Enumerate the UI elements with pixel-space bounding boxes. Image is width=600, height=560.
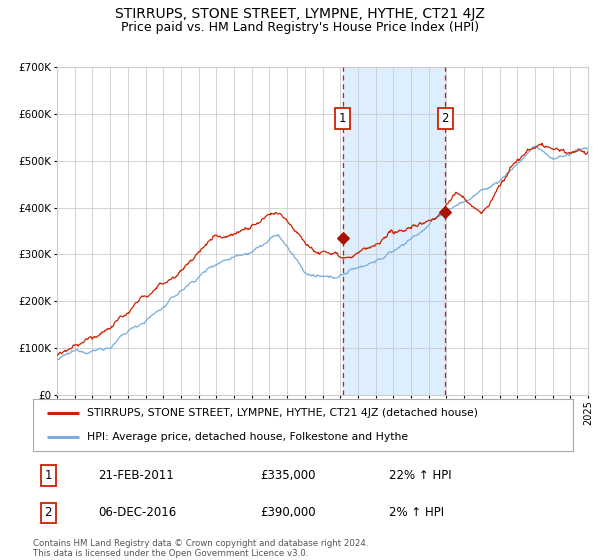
Text: 2% ↑ HPI: 2% ↑ HPI: [389, 506, 445, 520]
Text: 22% ↑ HPI: 22% ↑ HPI: [389, 469, 452, 482]
Text: STIRRUPS, STONE STREET, LYMPNE, HYTHE, CT21 4JZ (detached house): STIRRUPS, STONE STREET, LYMPNE, HYTHE, C…: [87, 408, 478, 418]
Text: £390,000: £390,000: [260, 506, 316, 520]
Text: HPI: Average price, detached house, Folkestone and Hythe: HPI: Average price, detached house, Folk…: [87, 432, 408, 442]
Point: [440, 208, 450, 217]
Text: 1: 1: [44, 469, 52, 482]
Text: £335,000: £335,000: [260, 469, 316, 482]
Point: [338, 234, 347, 242]
Text: Price paid vs. HM Land Registry's House Price Index (HPI): Price paid vs. HM Land Registry's House …: [121, 21, 479, 34]
Text: 06-DEC-2016: 06-DEC-2016: [98, 506, 176, 520]
Text: STIRRUPS, STONE STREET, LYMPNE, HYTHE, CT21 4JZ: STIRRUPS, STONE STREET, LYMPNE, HYTHE, C…: [115, 7, 485, 21]
Text: Contains HM Land Registry data © Crown copyright and database right 2024.
This d: Contains HM Land Registry data © Crown c…: [33, 539, 368, 558]
Text: 1: 1: [339, 112, 346, 125]
Text: 2: 2: [44, 506, 52, 520]
Text: 21-FEB-2011: 21-FEB-2011: [98, 469, 173, 482]
Text: 2: 2: [442, 112, 449, 125]
